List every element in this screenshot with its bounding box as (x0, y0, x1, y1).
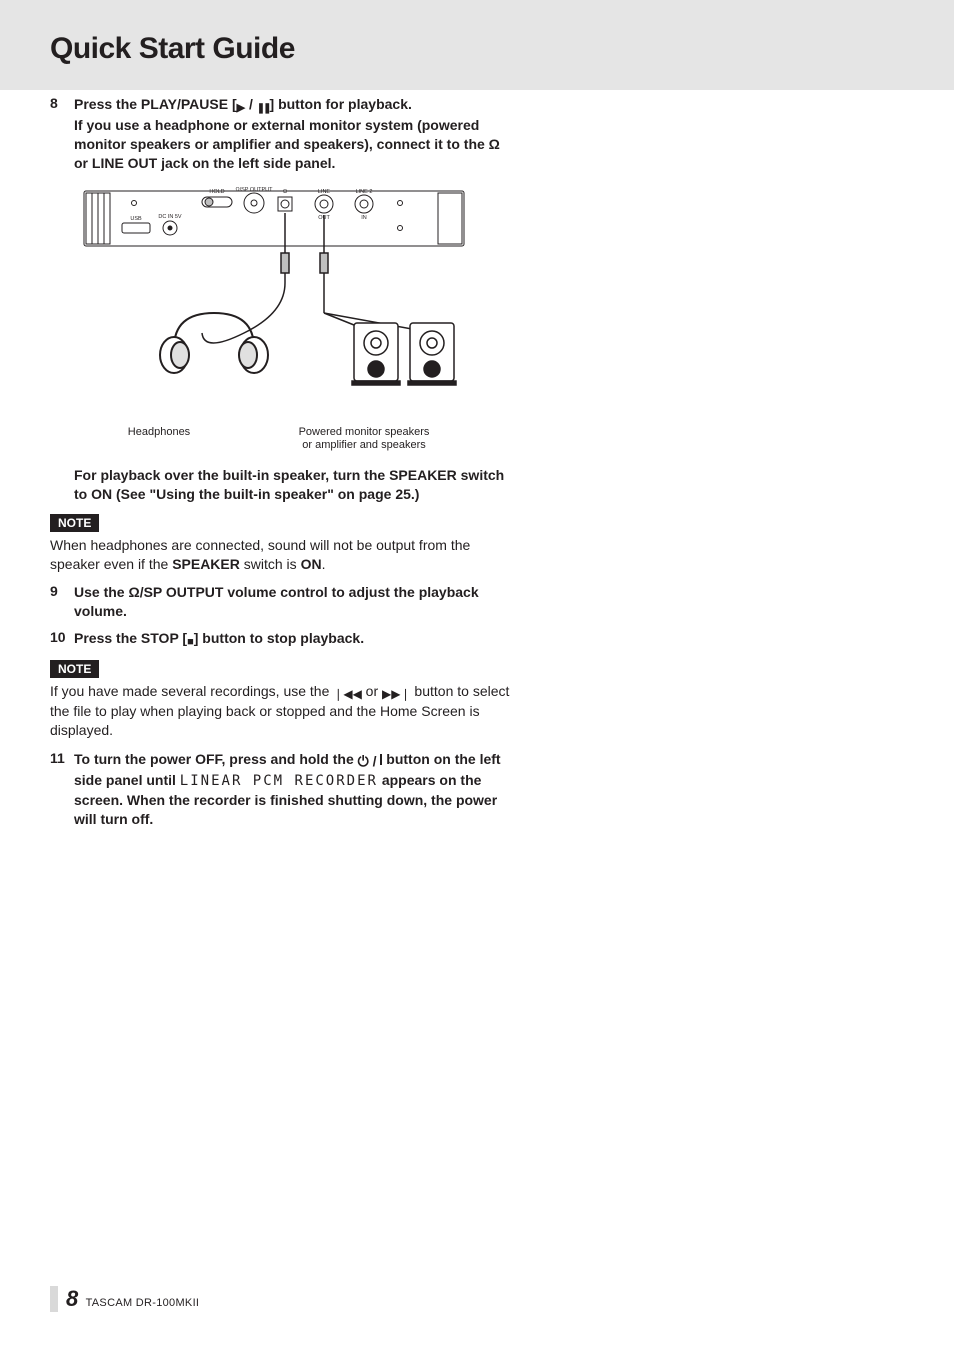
stop-icon: ■ (187, 635, 194, 650)
page: Quick Start Guide 8 Press the PLAY/PAUSE… (0, 0, 954, 1348)
label-usb: USB (130, 216, 142, 222)
footer-stripe (50, 1286, 58, 1312)
step-8: 8 Press the PLAY/PAUSE [▶ / ❚❚] button f… (50, 95, 510, 173)
caption-headphones: Headphones (74, 426, 244, 452)
content-column: 8 Press the PLAY/PAUSE [▶ / ❚❚] button f… (50, 95, 510, 837)
label-hold: HOLD (209, 189, 224, 195)
caption-speakers: Powered monitor speakers or amplifier an… (274, 426, 454, 452)
prev-track-icon: ❘◀◀ (333, 686, 362, 702)
step-number: 9 (50, 583, 58, 599)
step-number: 8 (50, 95, 68, 111)
note-1: NOTE When headphones are connected, soun… (50, 514, 510, 574)
ohm-icon: Ω (489, 136, 500, 152)
speakers-icon (352, 323, 456, 385)
text-bold: ON (301, 556, 322, 572)
page-title: Quick Start Guide (50, 32, 295, 66)
pause-icon: ❚❚ (257, 102, 270, 116)
text: ] button for playback. (270, 96, 412, 112)
mono-text: LINEAR PCM RECORDER (180, 773, 378, 789)
note-2-text: If you have made several recordings, use… (50, 682, 510, 740)
ohm-icon: Ω (128, 584, 139, 600)
diagram-captions: Headphones Powered monitor speakers or a… (74, 426, 510, 452)
note-1-text: When headphones are connected, sound wil… (50, 536, 510, 574)
play-icon: ▶ (237, 101, 245, 116)
label-sp-output: Ω/SP OUTPUT (235, 187, 273, 193)
para-built-in-speaker: For playback over the built-in speaker, … (74, 466, 510, 504)
text: or (362, 683, 382, 699)
text: Powered monitor speakers (299, 426, 430, 438)
label-line: LINE (318, 189, 331, 195)
note-badge: NOTE (50, 660, 99, 678)
next-track-icon: ▶▶❘ (382, 686, 411, 702)
step-10: 10 Press the STOP [■] button to stop pla… (50, 629, 510, 650)
step-8-line1: Press the PLAY/PAUSE [▶ / ❚❚] button for… (74, 96, 412, 112)
left-margin-stripe (0, 0, 50, 90)
product-name: TASCAM DR-100MKII (86, 1297, 200, 1309)
text-bold: SPEAKER (172, 556, 240, 572)
text: To turn the power OFF, press and hold th… (74, 751, 358, 767)
connection-diagram: HOLD Ω/SP OUTPUT Ω LINE LINE 2 USB DC IN… (74, 183, 510, 418)
step-8-line2: If you use a headphone or external monit… (74, 117, 500, 171)
label-in: IN (361, 215, 367, 221)
step-9: 9 Use the Ω/SP OUTPUT volume control to … (50, 583, 510, 621)
text: ] button to stop playback. (194, 630, 364, 646)
power-icon: ⏻ / (358, 752, 377, 771)
page-footer: 8 TASCAM DR-100MKII (66, 1286, 199, 1312)
text: or amplifier and speakers (302, 439, 426, 451)
step-number: 11 (50, 750, 65, 766)
text: If you have made several recordings, use… (50, 683, 333, 699)
text: Use the (74, 584, 128, 600)
step-11: 11 To turn the power OFF, press and hold… (50, 750, 510, 829)
note-badge: NOTE (50, 514, 99, 532)
diagram-svg: HOLD Ω/SP OUTPUT Ω LINE LINE 2 USB DC IN… (74, 183, 474, 413)
text: If you use a headphone or external monit… (74, 117, 489, 152)
label-line2: LINE 2 (356, 189, 373, 195)
note-2: NOTE If you have made several recordings… (50, 660, 510, 740)
text: switch is (240, 556, 301, 572)
text: or LINE OUT jack on the left side panel. (74, 155, 335, 171)
text: Press the PLAY/PAUSE [ (74, 96, 237, 112)
text: Press the STOP [ (74, 630, 187, 646)
step-number: 10 (50, 629, 66, 645)
label-dc: DC IN 5V (158, 214, 182, 220)
page-number: 8 (66, 1286, 78, 1311)
step-9-text: Use the Ω/SP OUTPUT volume control to ad… (74, 584, 479, 619)
label-phones: Ω (283, 189, 287, 195)
text: . (322, 556, 326, 572)
step-10-text: Press the STOP [■] button to stop playba… (74, 630, 364, 646)
